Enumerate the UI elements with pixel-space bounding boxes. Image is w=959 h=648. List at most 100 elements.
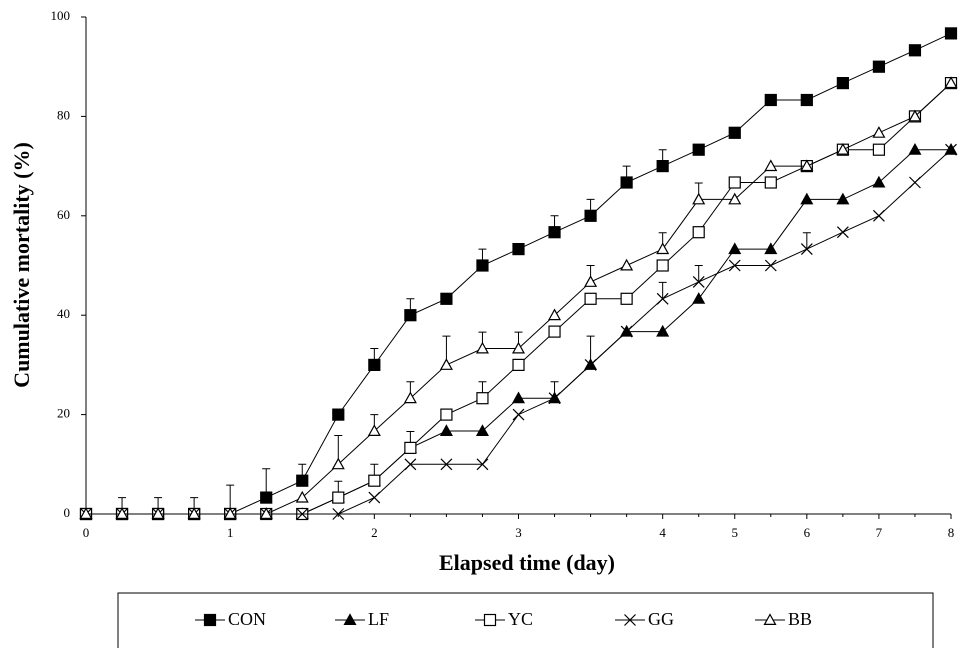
- data-point: [295, 490, 309, 503]
- data-point: [764, 242, 778, 255]
- data-point: [439, 424, 453, 437]
- data-point: [728, 259, 741, 272]
- data-point: [620, 325, 633, 338]
- data-point: [764, 176, 777, 189]
- data-point: [800, 93, 813, 107]
- data-point: [584, 358, 597, 371]
- data-point: [512, 242, 525, 256]
- data-point: [836, 77, 849, 90]
- data-point: [404, 309, 417, 322]
- data-point: [440, 458, 453, 471]
- data-point: [511, 391, 526, 404]
- y-tick-label: 20: [57, 406, 70, 421]
- data-point: [476, 259, 489, 272]
- data-point: [584, 209, 597, 222]
- y-tick-label: 40: [57, 306, 70, 321]
- data-point: [944, 76, 958, 89]
- x-tick-label: 1: [227, 525, 234, 540]
- error-bar: [658, 281, 667, 299]
- series-line: [86, 32, 952, 515]
- x-tick-label: 2: [371, 525, 378, 540]
- data-point: [475, 424, 489, 437]
- data-point: [79, 507, 93, 519]
- data-point: [908, 142, 922, 155]
- data-point: [584, 275, 598, 287]
- legend-label: YC: [508, 609, 533, 629]
- data-point: [836, 142, 850, 155]
- series-line: [86, 82, 952, 515]
- x-tick-label: 5: [732, 525, 739, 540]
- data-point: [728, 192, 742, 205]
- data-point: [512, 408, 525, 421]
- data-point: [692, 275, 705, 288]
- data-point: [656, 292, 669, 305]
- data-point: [872, 126, 886, 138]
- data-point: [332, 408, 345, 421]
- data-point: [296, 474, 309, 487]
- data-point: [692, 192, 706, 205]
- error-bar: [694, 265, 703, 282]
- data-point: [332, 491, 345, 504]
- data-point: [764, 259, 777, 272]
- y-axis-title: Cumulative mortality (%): [9, 142, 34, 388]
- data-point: [151, 507, 165, 519]
- data-point: [872, 209, 885, 222]
- data-point: [908, 44, 922, 57]
- data-point: [909, 176, 921, 189]
- data-point: [296, 508, 309, 520]
- data-point: [548, 392, 561, 405]
- x-tick-label: 4: [659, 525, 666, 540]
- data-point: [692, 226, 705, 239]
- y-tick-label: 80: [57, 107, 70, 122]
- data-point: [187, 507, 201, 519]
- data-point: [800, 192, 814, 205]
- data-point: [656, 259, 669, 272]
- data-point: [548, 226, 561, 239]
- data-point: [439, 358, 453, 370]
- data-point: [440, 292, 453, 305]
- data-point: [260, 491, 273, 504]
- data-point: [692, 292, 706, 304]
- data-point: [511, 341, 526, 354]
- data-point: [728, 126, 741, 139]
- y-tick-label: 0: [64, 505, 71, 520]
- legend-marker: [763, 613, 777, 625]
- data-point: [764, 159, 778, 172]
- data-point: [223, 507, 237, 519]
- data-point: [620, 176, 633, 189]
- x-axis-title: Elapsed time (day): [439, 550, 615, 575]
- data-point: [656, 324, 670, 337]
- data-point: [836, 192, 850, 205]
- data-point: [548, 325, 561, 338]
- data-point: [728, 242, 742, 255]
- data-point: [475, 341, 489, 354]
- legend-marker: [343, 613, 357, 625]
- data-point: [476, 392, 489, 405]
- legend-marker: [624, 614, 636, 626]
- data-point: [476, 458, 489, 471]
- data-point: [259, 507, 273, 519]
- data-point: [512, 358, 525, 371]
- legend-marker: [483, 613, 497, 627]
- data-point: [692, 143, 705, 156]
- legend-box: [117, 592, 934, 648]
- data-point: [908, 109, 922, 122]
- y-tick-label: 100: [51, 8, 71, 23]
- data-point: [368, 491, 381, 504]
- legend-label: CON: [228, 609, 266, 629]
- data-point: [440, 408, 453, 421]
- error-bar: [802, 232, 811, 250]
- data-point: [944, 27, 958, 40]
- data-point: [800, 159, 814, 172]
- data-point: [403, 391, 417, 404]
- x-tick-label: 7: [876, 525, 883, 540]
- data-point: [584, 292, 597, 305]
- y-tick-label: 60: [57, 207, 70, 222]
- data-point: [367, 424, 381, 437]
- x-tick-label: 3: [515, 525, 522, 540]
- data-point: [331, 457, 345, 470]
- data-point: [836, 226, 849, 239]
- data-point: [115, 507, 129, 519]
- data-point: [404, 458, 417, 471]
